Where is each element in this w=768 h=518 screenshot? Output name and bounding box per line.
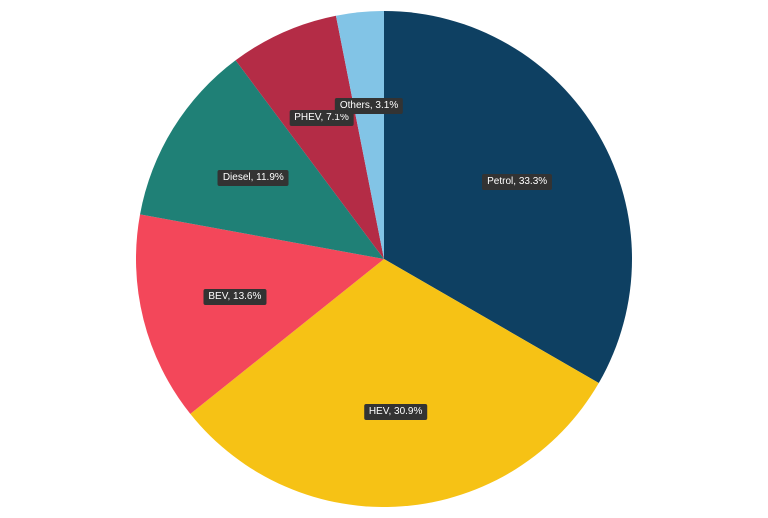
pie-chart: Petrol, 33.3%HEV, 30.9%BEV, 13.6%Diesel,… [0, 0, 768, 518]
pie-svg [0, 0, 768, 518]
